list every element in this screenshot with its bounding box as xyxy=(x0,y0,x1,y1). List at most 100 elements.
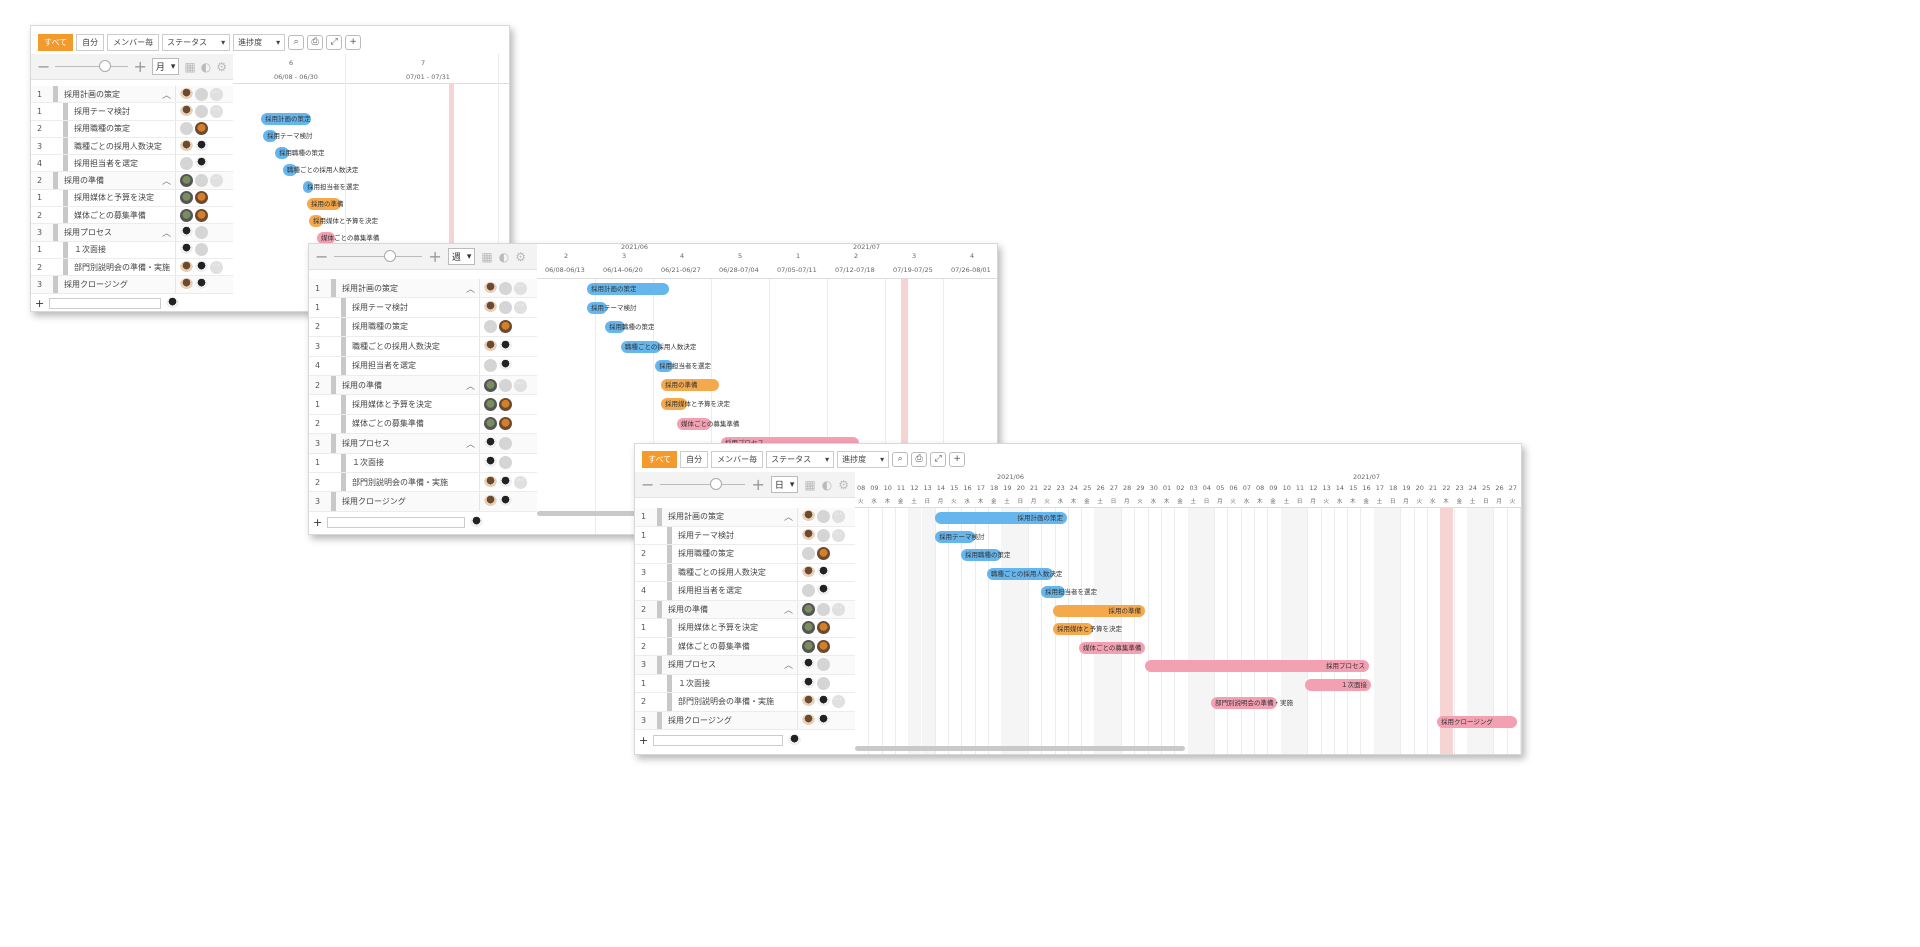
avatar[interactable] xyxy=(499,475,512,489)
avatar[interactable] xyxy=(802,547,815,561)
avatar[interactable] xyxy=(210,87,223,101)
avatar[interactable] xyxy=(817,584,830,598)
gantt-bar[interactable]: 採用媒体と予算を決定 xyxy=(1053,623,1122,635)
calendar-icon[interactable]: ▦ xyxy=(804,477,816,492)
avatar[interactable] xyxy=(802,528,815,542)
assignee-list[interactable] xyxy=(797,693,855,711)
avatar[interactable] xyxy=(180,122,193,136)
assignee-list[interactable] xyxy=(175,137,233,155)
gantt-bar[interactable]: 採用計画の策定 xyxy=(261,113,311,125)
gantt-bar[interactable]: 採用担当者を選定 xyxy=(1041,586,1097,598)
avatar[interactable] xyxy=(499,301,512,315)
status-select[interactable]: ステータス ▾ xyxy=(766,450,835,468)
zoom-slider-thumb[interactable] xyxy=(384,250,397,262)
gantt-bar[interactable]: 職種ごとの採用人数決定 xyxy=(987,568,1062,580)
task-name[interactable]: 採用担当者を選定 xyxy=(74,158,138,168)
zoom-slider[interactable] xyxy=(660,478,746,490)
avatar[interactable] xyxy=(484,494,497,508)
assignee-list[interactable] xyxy=(175,276,233,293)
task-name[interactable]: 採用プロセス xyxy=(64,228,112,238)
avatar[interactable] xyxy=(499,378,512,392)
assignee-list[interactable] xyxy=(479,279,537,298)
avatar[interactable] xyxy=(817,528,830,542)
avatar[interactable] xyxy=(802,639,815,653)
zoom-in-icon[interactable]: + xyxy=(133,56,147,76)
avatar[interactable] xyxy=(180,156,193,170)
assignee-list[interactable] xyxy=(479,375,537,395)
task-name[interactable]: 部門別説明会の準備・実施 xyxy=(74,262,170,272)
assignee-list[interactable] xyxy=(797,600,855,618)
zoom-slider[interactable] xyxy=(334,250,423,262)
assignee-list[interactable] xyxy=(175,258,233,276)
avatar[interactable] xyxy=(499,417,512,431)
task-name[interactable]: 採用職種の策定 xyxy=(678,549,734,559)
collapse-icon[interactable]: ︿ xyxy=(465,284,475,295)
gantt-bar[interactable]: 採用の準備 xyxy=(307,198,344,210)
assignee-list[interactable] xyxy=(479,298,537,317)
task-name[interactable]: 部門別説明会の準備・実施 xyxy=(352,477,448,487)
progress-select[interactable]: 進捗度 ▾ xyxy=(233,33,286,51)
task-name[interactable]: １次面接 xyxy=(678,678,710,688)
avatar[interactable] xyxy=(817,621,830,635)
task-row[interactable]: 4 採用担当者を選定 xyxy=(635,582,855,601)
add-task-icon[interactable]: + xyxy=(639,733,649,747)
gantt-bar[interactable]: 媒体ごとの募集準備 xyxy=(1079,642,1145,654)
task-row[interactable]: 2 採用職種の策定 xyxy=(31,120,233,138)
task-row[interactable]: 3 採用クロージング xyxy=(635,711,855,730)
avatar[interactable] xyxy=(484,475,497,489)
gantt-bar[interactable]: 採用クロージング xyxy=(1437,716,1517,728)
task-name[interactable]: 採用の準備 xyxy=(64,176,104,186)
avatar[interactable] xyxy=(180,104,193,118)
task-row[interactable]: 3 職種ごとの採用人数決定 xyxy=(309,337,537,357)
filter-by-member-button[interactable]: メンバー毎 xyxy=(107,33,160,51)
task-name[interactable]: 採用職種の策定 xyxy=(74,124,130,134)
task-name[interactable]: 採用媒体と予算を決定 xyxy=(74,193,154,203)
expand-icon[interactable]: ⤢ xyxy=(326,34,343,50)
task-row[interactable]: 2 部門別説明会の準備・実施 xyxy=(309,472,537,493)
avatar[interactable] xyxy=(180,243,193,257)
task-name[interactable]: 採用プロセス xyxy=(668,660,716,670)
avatar[interactable] xyxy=(484,320,497,334)
avatar[interactable] xyxy=(195,104,208,118)
task-name[interactable]: 採用の準備 xyxy=(342,380,382,390)
assignee-list[interactable] xyxy=(797,674,855,692)
assignee-list[interactable] xyxy=(479,453,537,472)
new-task-input[interactable] xyxy=(653,734,784,746)
task-name[interactable]: 採用担当者を選定 xyxy=(678,586,742,596)
assignee-list[interactable] xyxy=(797,563,855,581)
task-name[interactable]: 採用媒体と予算を決定 xyxy=(352,400,432,410)
collapse-icon[interactable]: ︿ xyxy=(161,229,171,240)
gantt-bar[interactable]: 職種ごとの採用人数決定 xyxy=(621,341,696,353)
task-row[interactable]: 2 媒体ごとの募集準備 xyxy=(309,414,537,435)
gantt-bar[interactable]: １次面接 xyxy=(1305,679,1371,691)
assignee-list[interactable] xyxy=(797,619,855,637)
calendar-icon[interactable]: ▦ xyxy=(184,59,196,74)
assignee-list[interactable] xyxy=(175,189,233,207)
avatar[interactable] xyxy=(514,378,527,392)
task-row[interactable]: 1 １次面接 xyxy=(309,453,537,473)
gantt-bar[interactable]: 媒体ごとの募集準備 xyxy=(317,232,379,244)
avatar[interactable] xyxy=(484,436,497,450)
filter-mine-button[interactable]: 自分 xyxy=(680,450,709,468)
task-row[interactable]: 1 採用媒体と予算を決定 xyxy=(31,189,233,208)
avatar[interactable] xyxy=(180,174,193,188)
avatar[interactable] xyxy=(514,281,527,295)
gear-icon[interactable]: ⚙ xyxy=(216,59,227,74)
zoom-out-icon[interactable]: − xyxy=(315,246,329,266)
avatar[interactable] xyxy=(484,339,497,353)
avatar[interactable] xyxy=(802,584,815,598)
avatar[interactable] xyxy=(832,695,845,709)
task-row[interactable]: 2 媒体ごとの募集準備 xyxy=(635,637,855,656)
calendar-icon[interactable]: ▦ xyxy=(481,249,493,264)
avatar[interactable] xyxy=(802,510,815,524)
new-task-input[interactable] xyxy=(327,516,466,528)
avatar[interactable] xyxy=(195,277,208,291)
task-name[interactable]: 採用テーマ検討 xyxy=(678,530,734,540)
print-icon[interactable]: ⎙ xyxy=(307,34,324,50)
avatar[interactable] xyxy=(499,494,512,508)
task-row[interactable]: 3 採用プロセス ︿ xyxy=(309,434,537,454)
avatar[interactable] xyxy=(817,510,830,524)
task-row[interactable]: 4 採用担当者を選定 xyxy=(309,356,537,376)
avatar[interactable] xyxy=(180,87,193,101)
task-row[interactable]: 2 部門別説明会の準備・実施 xyxy=(31,258,233,277)
